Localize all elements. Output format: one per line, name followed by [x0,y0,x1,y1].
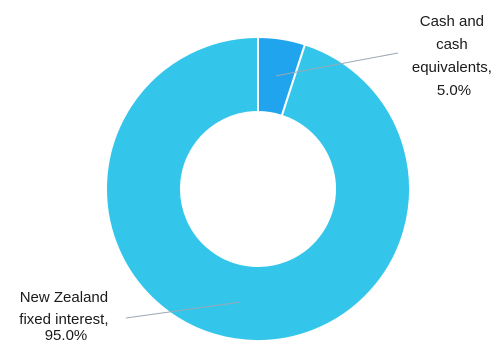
slice-label-cash-line-1: Cash and [420,13,484,30]
leader-line-cash [275,52,399,77]
leader-line-nz-fixed-interest [125,301,241,319]
slice-label-nz-fixed-interest: New Zealand fixed interest, 95.0% [19,289,112,344]
slice-label-nz-line-2: fixed interest, [19,311,108,328]
slice-label-nz-line-3: 95.0% [45,327,88,344]
slice-label-nz-line-1: New Zealand [20,289,108,306]
slice-label-cash-line-3: equivalents, [412,59,492,76]
slice-label-cash-line-4: 5.0% [437,82,471,99]
slice-label-cash: Cash and cash equivalents, 5.0% [412,13,496,99]
slices-group [105,35,411,342]
leader-lines-group [125,52,399,319]
slice-label-cash-line-2: cash [436,36,468,53]
slice-nz-fixed-interest [105,35,411,342]
